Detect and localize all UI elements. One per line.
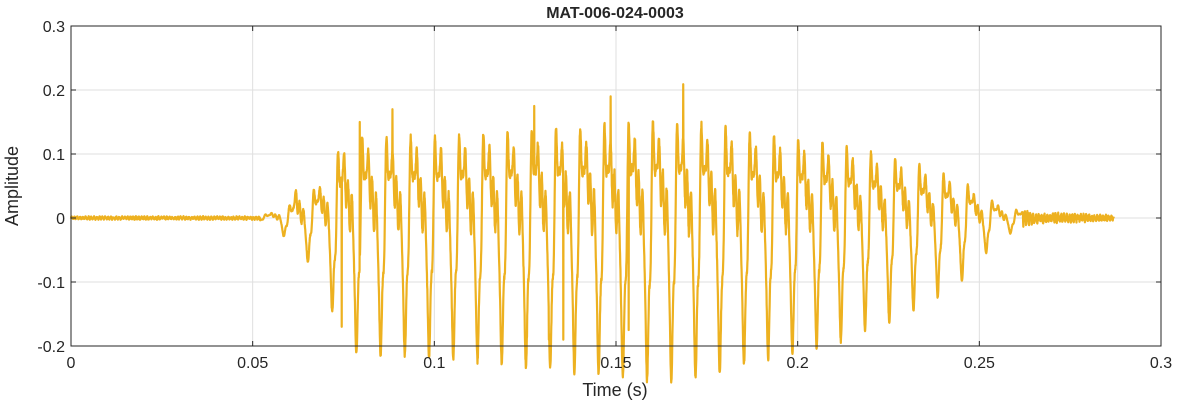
signal-line: [69, 83, 1115, 384]
x-tick-label: 0.05: [237, 355, 268, 372]
chart-title: MAT-006-024-0003: [546, 5, 684, 22]
x-tick-label: 0.25: [964, 355, 995, 372]
grid: [70, 25, 1162, 347]
y-tick-label: 0.3: [43, 19, 65, 36]
x-tick-label: 0.1: [423, 355, 445, 372]
axis-ticks: 0 0.05 0.1 0.15 0.2 0.25 0.3 -0.2 -0.1 0 0.1 0.2 0.3: [37, 19, 1172, 372]
y-tick-label: -0.1: [37, 275, 65, 292]
plot-area: [69, 83, 1115, 384]
y-tick-label: -0.2: [37, 339, 65, 356]
y-tick-label: 0.1: [43, 147, 65, 164]
y-axis-label: Amplitude: [2, 146, 22, 226]
x-axis-label: Time (s): [582, 380, 647, 400]
x-tick-label: 0.2: [787, 355, 809, 372]
x-tick-label: 0: [67, 355, 76, 372]
y-tick-label: 0.2: [43, 83, 65, 100]
y-tick-label: 0: [56, 211, 65, 228]
x-tick-label: 0.15: [600, 355, 631, 372]
x-tick-label: 0.3: [1150, 355, 1172, 372]
